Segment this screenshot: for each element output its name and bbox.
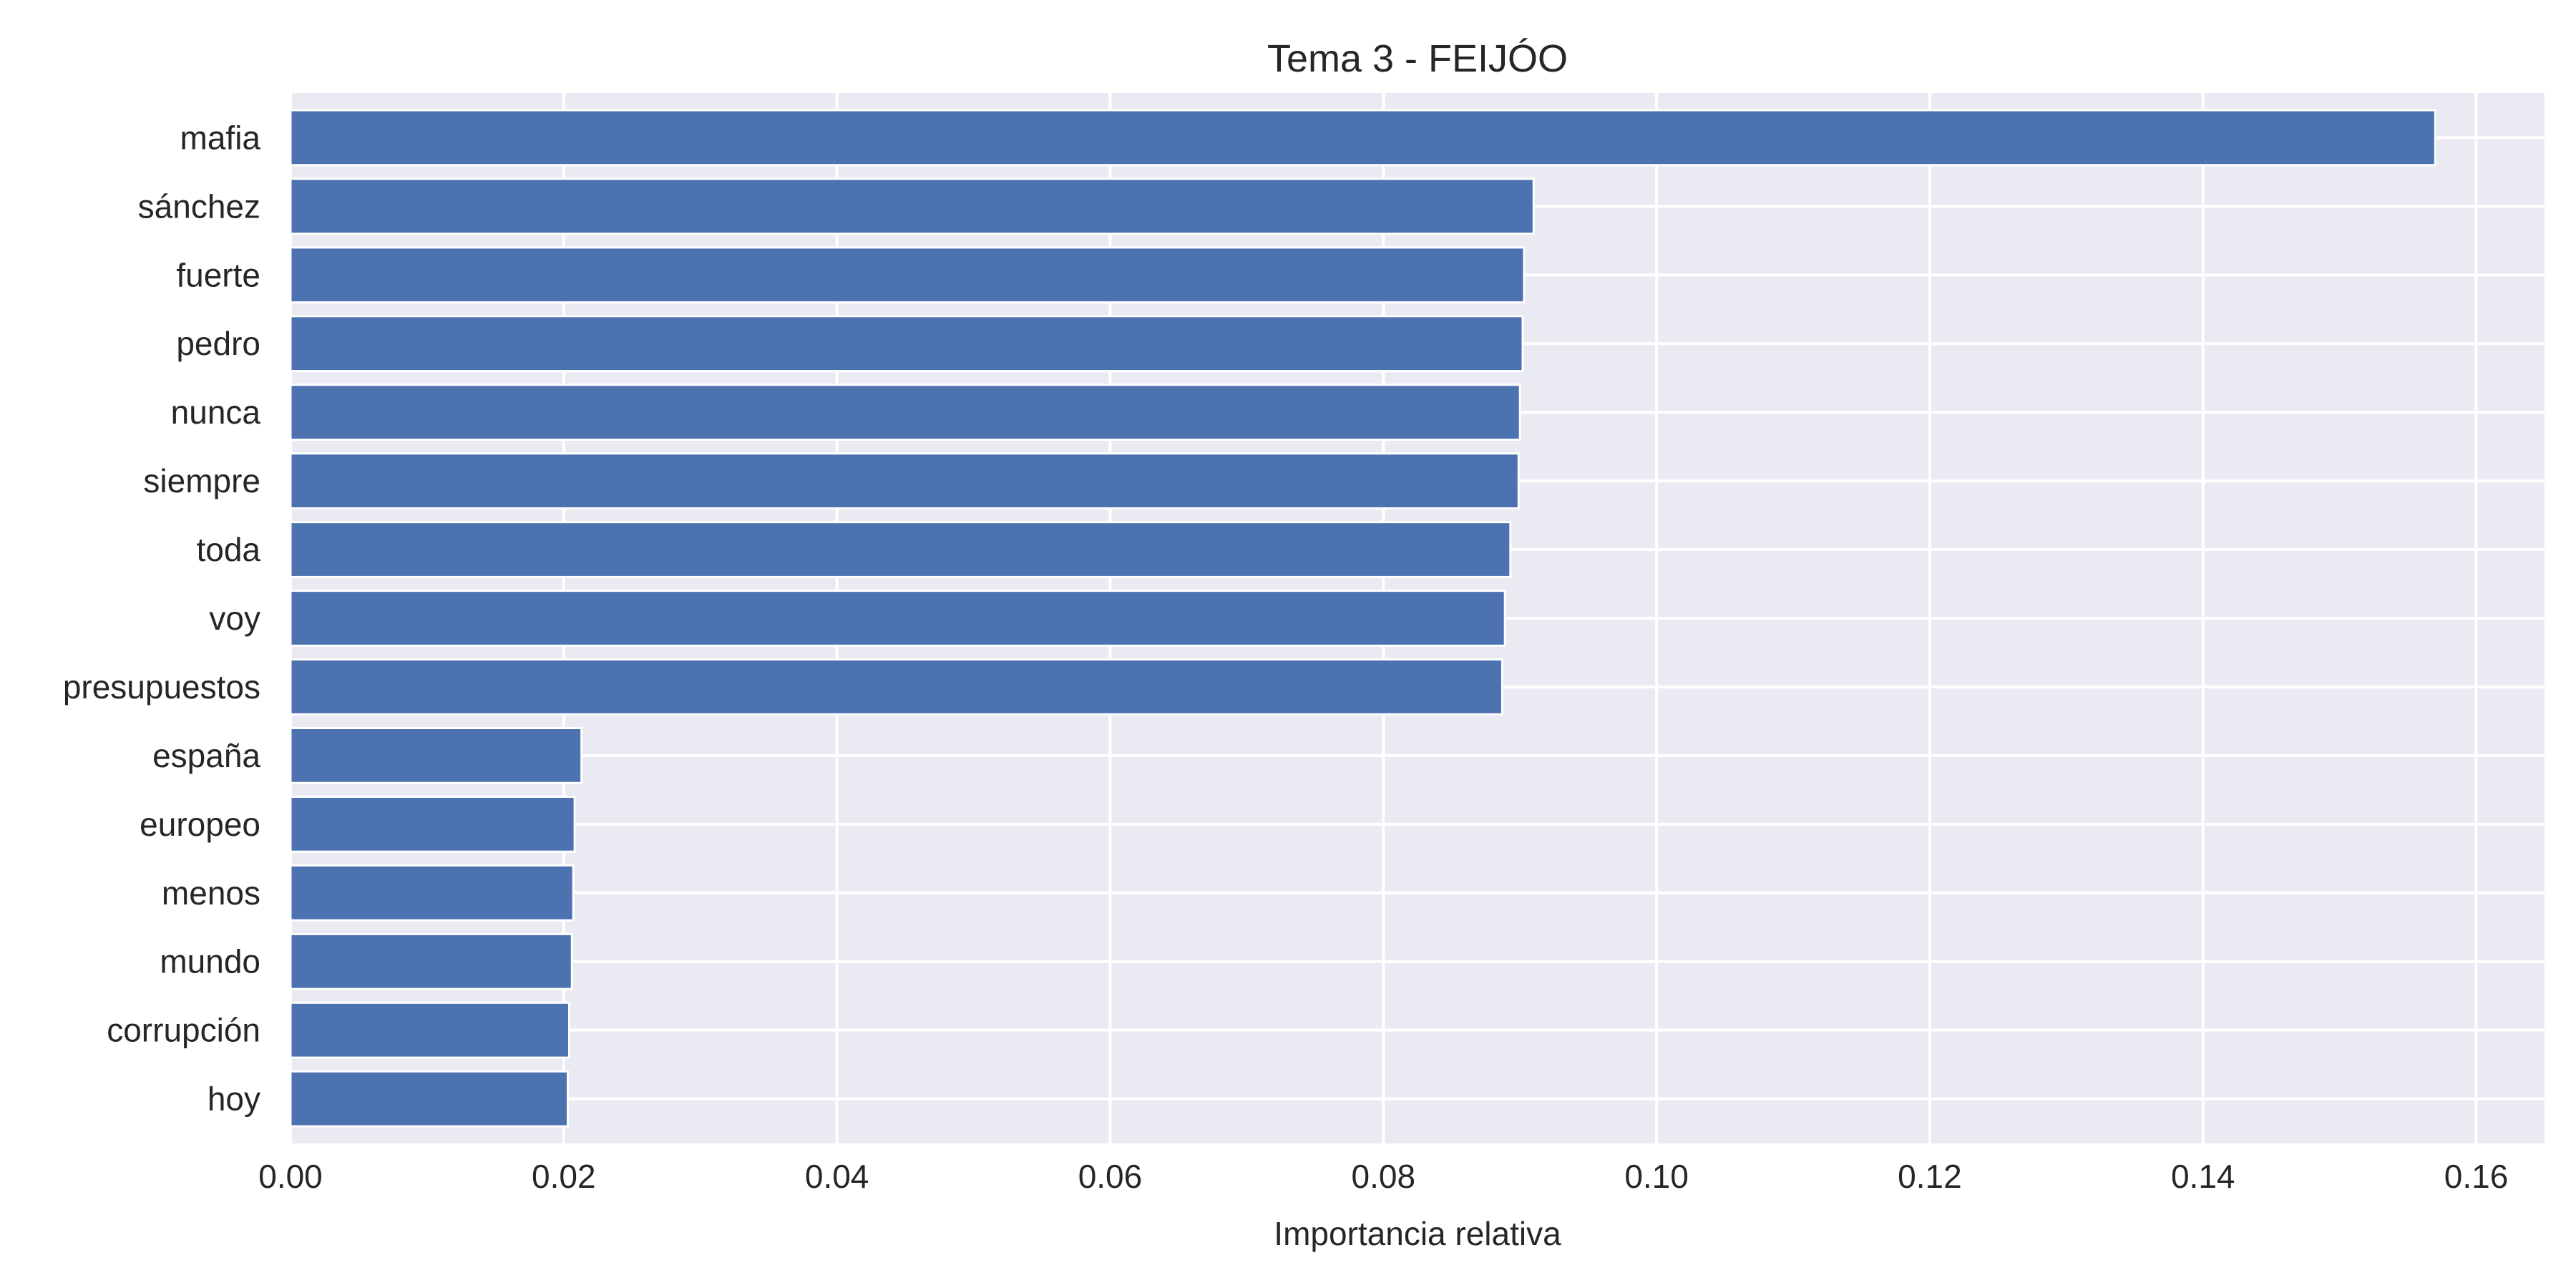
bar-españa [289, 727, 583, 784]
x-tick-label: 0.04 [805, 1158, 869, 1195]
bar-europeo [289, 795, 576, 853]
bar-pedro [289, 315, 1524, 373]
bar-hoy [289, 1070, 570, 1128]
chart-title: Tema 3 - FEIJÓO [1267, 37, 1568, 80]
y-tick-label: voy [209, 600, 260, 637]
bar-fuerte [289, 246, 1526, 304]
bar-siempre [289, 452, 1520, 509]
y-tick-label: presupuestos [63, 668, 260, 706]
bar-corrupción [289, 1001, 570, 1059]
bar-menos [289, 864, 575, 922]
x-tick-label: 0.16 [2444, 1158, 2509, 1195]
y-tick-label: corrupción [107, 1012, 260, 1049]
y-tick-label: menos [162, 874, 260, 912]
y-tick-label: sánchez [138, 187, 260, 225]
bars [289, 109, 2436, 1128]
bar-mundo [289, 932, 573, 990]
y-tick-label: pedro [176, 325, 260, 362]
y-tick-label: europeo [140, 806, 260, 843]
y-tick-label: mafia [180, 119, 261, 156]
y-tick-label: fuerte [176, 256, 260, 293]
bar-toda [289, 521, 1512, 578]
bar-mafia [289, 109, 2436, 167]
bar-nunca [289, 384, 1521, 441]
x-tick-labels: 0.00 0.02 0.04 0.06 0.08 0.10 0.12 0.14 0.16 [258, 1158, 2508, 1195]
x-tick-label: 0.10 [1624, 1158, 1689, 1195]
y-tick-labels: mafia sánchez fuerte pedro nunca siempre toda v… [63, 119, 261, 1117]
x-tick-label: 0.14 [2171, 1158, 2235, 1195]
x-tick-label: 0.02 [532, 1158, 596, 1195]
y-tick-label: nunca [171, 394, 261, 431]
x-axis-label: Importancia relativa [1274, 1215, 1561, 1252]
x-tick-label: 0.08 [1352, 1158, 1416, 1195]
y-tick-label: españa [152, 737, 260, 774]
y-tick-label: toda [196, 531, 260, 568]
x-tick-label: 0.00 [258, 1158, 323, 1195]
bar-voy [289, 590, 1506, 647]
bar-presupuestos [289, 658, 1503, 716]
x-tick-label: 0.12 [1898, 1158, 1962, 1195]
y-tick-label: hoy [208, 1080, 260, 1118]
y-tick-label: siempre [143, 462, 260, 499]
bar-sánchez [289, 177, 1535, 235]
y-tick-label: mundo [160, 943, 260, 980]
x-tick-label: 0.06 [1078, 1158, 1143, 1195]
